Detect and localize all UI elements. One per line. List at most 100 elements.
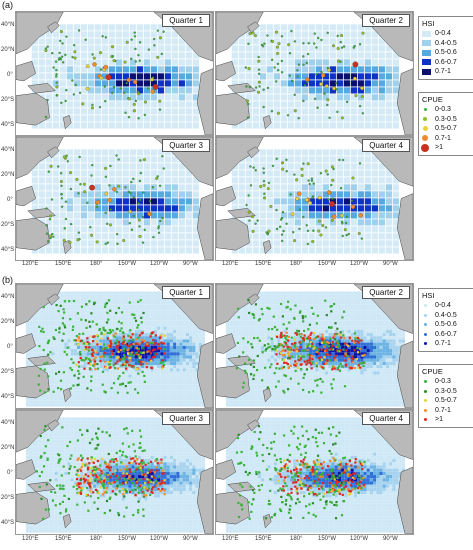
cpue-point <box>237 433 240 436</box>
cpue-point <box>273 512 277 516</box>
cpue-point <box>298 463 302 466</box>
cpue-point <box>76 458 79 461</box>
cpue-point <box>290 491 293 494</box>
cpue-point <box>115 451 118 455</box>
cpue-point <box>116 339 119 342</box>
cpue-point <box>97 476 100 479</box>
cpue-point <box>125 490 128 493</box>
cpue-point <box>114 341 117 345</box>
hsi-cell <box>31 80 38 87</box>
hsi-cell <box>329 66 336 73</box>
hsi-cell <box>259 212 266 219</box>
hsi-cell <box>122 31 129 38</box>
hsi-cell <box>294 170 301 177</box>
hsi-cell <box>80 184 87 191</box>
cpue-point <box>96 459 99 463</box>
hsi-cell <box>329 52 336 59</box>
hsi-cell <box>371 177 378 184</box>
hsi-cell <box>308 94 315 101</box>
cpue-point <box>248 32 252 36</box>
hsi-cell <box>231 198 238 205</box>
hsi-cell <box>266 38 273 45</box>
legend-item: 0.7-1 <box>422 134 470 144</box>
hsi-cell <box>87 156 94 163</box>
cpue-point <box>301 315 304 318</box>
cpue-point <box>135 353 138 356</box>
cpue-point <box>128 357 131 360</box>
hsi-cell <box>150 191 157 198</box>
hsi-cell <box>287 156 294 163</box>
hsi-cell <box>371 66 378 73</box>
cpue-point <box>106 331 109 334</box>
hsi-cell <box>164 163 171 170</box>
hsi-cell <box>357 122 364 129</box>
cpue-point <box>297 191 302 196</box>
cpue-point <box>325 500 328 503</box>
cpue-point <box>127 445 131 448</box>
cpue-point <box>118 490 121 493</box>
cpue-point <box>320 487 324 490</box>
hsi-cell <box>171 191 178 198</box>
cpue-point <box>91 320 94 323</box>
cpue-point <box>361 354 364 357</box>
hsi-cell <box>301 101 308 108</box>
hsi-cell <box>301 247 308 254</box>
cpue-point <box>60 101 63 104</box>
cpue-point <box>289 349 292 352</box>
hsi-cell <box>322 122 329 129</box>
cpue-point <box>120 364 123 367</box>
hsi-cell <box>192 122 199 129</box>
cpue-point <box>77 335 80 339</box>
cpue-point <box>342 488 346 491</box>
cpue-point <box>160 466 163 470</box>
hsi-cell <box>385 45 392 52</box>
cpue-point <box>69 457 72 460</box>
hsi-cell <box>238 38 245 45</box>
hsi-cell <box>59 205 66 212</box>
hsi-cell <box>171 108 178 115</box>
cpue-point <box>107 452 110 456</box>
cpue-point <box>334 442 337 445</box>
cpue-point <box>300 167 304 171</box>
cpue-point <box>262 167 265 170</box>
cpue-point <box>123 495 126 498</box>
cpue-point <box>153 355 156 359</box>
cpue-point <box>129 192 132 195</box>
cpue-point <box>329 305 332 308</box>
hsi-cell <box>192 80 199 87</box>
cpue-point <box>238 462 242 465</box>
cpue-point <box>333 478 336 481</box>
cpue-point <box>146 341 149 344</box>
hsi-cell <box>378 115 385 122</box>
hsi-cell <box>157 87 164 94</box>
cpue-point <box>308 503 311 506</box>
cpue-point <box>159 489 162 493</box>
hsi-cell <box>94 156 101 163</box>
cpue-point <box>46 341 50 345</box>
hsi-cell <box>329 240 336 247</box>
cpue-point <box>256 336 259 340</box>
cpue-point <box>257 55 260 59</box>
lon-label: 180° <box>90 536 103 542</box>
lat-label: 40°S <box>1 247 15 253</box>
cpue-point <box>305 337 308 340</box>
cpue-point <box>135 462 138 465</box>
cpue-point <box>286 114 290 117</box>
cpue-point <box>115 356 118 359</box>
cpue-point <box>255 451 258 454</box>
legend-dot <box>423 342 427 346</box>
cpue-point <box>294 345 297 348</box>
cpue-point <box>71 79 74 82</box>
cpue-point <box>105 74 112 81</box>
hsi-cell <box>371 59 378 66</box>
cpue-point <box>124 455 127 458</box>
cpue-point <box>301 317 305 320</box>
hsi-cell <box>287 94 294 101</box>
cpue-point <box>278 473 282 476</box>
cpue-point <box>122 332 125 335</box>
hsi-cell <box>336 247 343 254</box>
cpue-point <box>282 359 285 362</box>
legend-label: 0.6-0.7 <box>435 58 457 66</box>
hsi-cell <box>371 122 378 129</box>
cpue-point <box>257 425 261 428</box>
